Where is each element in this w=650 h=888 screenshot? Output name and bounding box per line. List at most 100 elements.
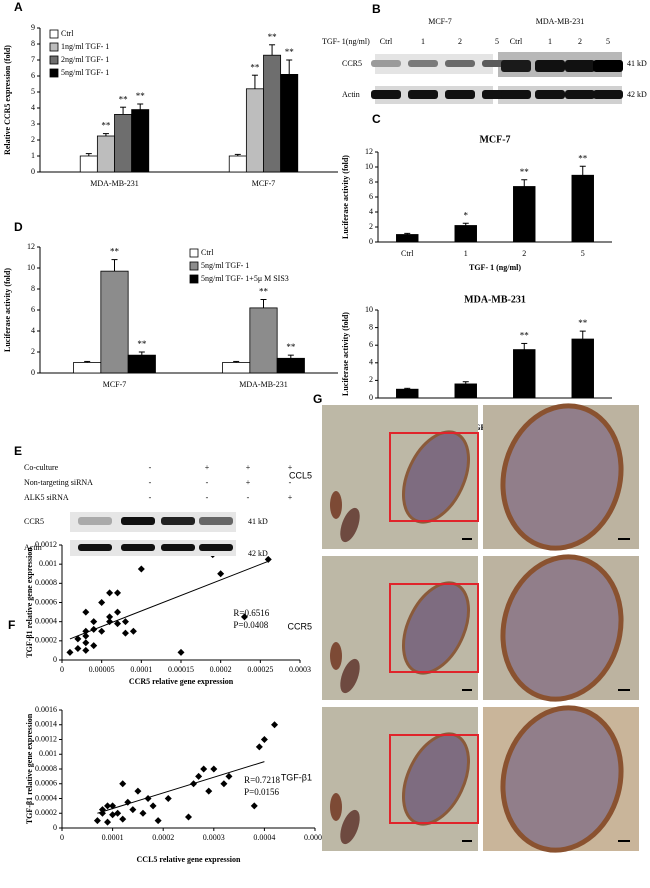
scatter-point — [205, 787, 213, 795]
x-tick-label: 0.0005 — [304, 833, 326, 842]
y-tick-label: 0 — [31, 368, 35, 377]
x-tick-label: 0 — [60, 833, 64, 842]
y-tick-label: 9 — [31, 23, 35, 32]
x-tick-label: 2 — [522, 249, 526, 258]
blot-size: 41 kD — [627, 59, 647, 68]
condition-sign: + — [205, 463, 210, 472]
lane-label: Ctrl — [380, 37, 393, 46]
blot-band — [535, 60, 565, 72]
y-tick-label: 2 — [369, 375, 373, 384]
scatter-point — [119, 780, 127, 788]
condition-sign: - — [149, 463, 152, 472]
bar — [131, 109, 150, 173]
stat-annotation: P=0.0156 — [244, 787, 279, 797]
x-tick-label: 0.0003 — [289, 665, 311, 674]
blot-size: 41 kD — [248, 517, 268, 526]
trend-line — [69, 560, 269, 640]
condition-sign: - — [206, 493, 209, 502]
y-tick-label: 0 — [31, 167, 35, 176]
blot-band — [78, 517, 112, 525]
blot-band — [199, 517, 233, 525]
zoom-box — [389, 734, 479, 824]
stat-annotation: R=0.7218 — [244, 775, 280, 785]
x-tick-label: MDA-MB-231 — [90, 179, 138, 188]
blot-band — [535, 90, 565, 99]
scatter-point — [93, 817, 101, 825]
scatter-point — [90, 642, 98, 650]
y-tick-label: 0.0002 — [35, 808, 57, 817]
x-axis-label: CCR5 relative gene expression — [129, 677, 234, 686]
scatter-point — [134, 787, 142, 795]
panel-label: E — [14, 444, 22, 458]
y-tick-label: 10 — [365, 162, 373, 171]
scatter-point — [74, 635, 82, 643]
panel-label: B — [372, 2, 381, 16]
legend-swatch — [49, 29, 59, 39]
scatter-point — [114, 608, 122, 616]
lane-label: 5 — [606, 37, 610, 46]
condition-sign: + — [288, 493, 293, 502]
tissue — [500, 403, 624, 551]
x-tick-label: 5 — [581, 249, 585, 258]
y-tick-label: 4 — [31, 103, 35, 112]
y-tick-label: 0.0016 — [35, 705, 57, 714]
scatter-point — [106, 613, 114, 621]
x-tick-label: 0.0002 — [152, 833, 174, 842]
blot-band — [121, 544, 155, 551]
y-tick-label: 0.0004 — [35, 616, 57, 625]
y-tick-label: 0 — [369, 393, 373, 402]
stain-label: CCL5 — [289, 470, 312, 480]
y-tick-label: 8 — [31, 284, 35, 293]
x-tick-label: 0.0001 — [130, 665, 152, 674]
scatter-point — [195, 772, 203, 780]
y-tick-label: 6 — [31, 305, 35, 314]
scatter-point — [104, 818, 112, 826]
y-tick-label: 8 — [369, 177, 373, 186]
stain-label: CCR5 — [287, 621, 312, 631]
y-tick-label: 10 — [365, 305, 373, 314]
scatter-point — [217, 570, 225, 578]
y-axis-label: Luciferase activity (fold) — [341, 312, 350, 396]
y-tick-label: 2 — [31, 135, 35, 144]
x-tick-label: 1 — [464, 249, 468, 258]
blot-row: Actin — [24, 543, 42, 552]
blot-band — [593, 90, 623, 99]
significance-label: ** — [268, 32, 278, 42]
scatter-point — [255, 743, 263, 751]
condition-sign: + — [246, 478, 251, 487]
bar — [127, 354, 156, 374]
panel-label: F — [8, 618, 15, 632]
blot-condition: TGF- 1(ng/ml) — [322, 37, 370, 46]
scatter-point — [139, 809, 147, 817]
significance-label: ** — [137, 339, 147, 349]
scatter-point — [109, 811, 117, 819]
bar — [513, 186, 536, 243]
bar — [454, 225, 477, 243]
blot-band — [78, 544, 112, 551]
bar — [100, 270, 129, 374]
y-axis-label: Luciferase activity (fold) — [341, 155, 350, 239]
y-tick-label: 2 — [369, 222, 373, 231]
legend-swatch — [189, 248, 199, 258]
scatter-point — [98, 599, 106, 606]
scatter-point — [220, 780, 228, 788]
significance-label: ** — [578, 153, 588, 163]
blot-size: 42 kD — [627, 90, 647, 99]
bar — [79, 155, 98, 173]
condition-sign: - — [247, 493, 250, 502]
zoom-box — [389, 432, 479, 522]
y-axis-label: TGF-β1 relative gene expression — [25, 547, 34, 658]
panel-label: D — [14, 220, 23, 234]
scatter-point — [106, 589, 114, 597]
significance-label: ** — [136, 91, 146, 101]
x-axis-label: CCL5 relative gene expression — [137, 855, 241, 864]
scatter-point — [104, 802, 112, 810]
y-tick-label: 8 — [31, 39, 35, 48]
scatter-point — [264, 555, 272, 563]
x-tick-label: 0.0002 — [210, 665, 232, 674]
y-tick-label: 3 — [31, 119, 35, 128]
condition-sign: + — [246, 463, 251, 472]
legend-label: Ctrl — [201, 248, 214, 257]
significance-label: ** — [119, 94, 129, 104]
